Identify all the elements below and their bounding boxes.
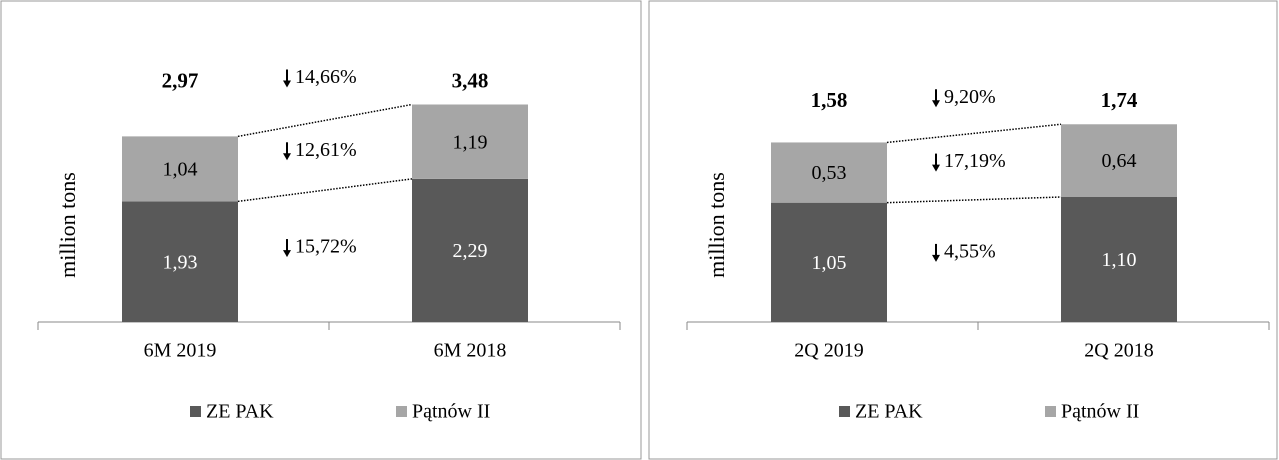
- change-label: 12,61%: [295, 139, 357, 161]
- total-label: 2,97: [162, 68, 199, 92]
- bar-segment: [771, 202, 887, 322]
- y-axis-label: million tons: [55, 172, 80, 278]
- panel-border: [648, 0, 1278, 460]
- bar-segment: [412, 104, 528, 179]
- y-axis-label: million tons: [704, 172, 729, 278]
- arrow-icon: [932, 100, 940, 108]
- x-tick-label: 6M 2018: [434, 340, 507, 362]
- x-tick-label: 6M 2019: [144, 340, 217, 362]
- total-label: 3,48: [452, 68, 489, 92]
- legend-swatch: [1045, 406, 1056, 417]
- legend-swatch: [396, 406, 407, 417]
- change-label: 17,19%: [944, 150, 1006, 172]
- total-label: 1,58: [811, 88, 848, 112]
- value-label: 0,64: [1102, 150, 1137, 172]
- connector: [237, 103, 413, 138]
- arrow-icon: [932, 164, 940, 172]
- x-tick-label: 2Q 2019: [794, 340, 863, 362]
- bar-segment: [1061, 124, 1177, 197]
- legend-label: ZE PAK: [206, 401, 274, 423]
- value-label: 0,53: [812, 162, 847, 184]
- bar-segment: [771, 142, 887, 203]
- legend-label: Pątnów II: [1061, 401, 1139, 423]
- change-label: 15,72%: [295, 236, 357, 258]
- value-label: 2,29: [453, 240, 488, 262]
- bar-segment: [412, 178, 528, 322]
- legend-swatch: [190, 406, 201, 417]
- total-label: 1,74: [1101, 88, 1138, 112]
- arrow-icon: [283, 250, 291, 258]
- legend-swatch: [839, 406, 850, 417]
- panel-border: [0, 0, 642, 460]
- legend-label: Pątnów II: [412, 401, 490, 423]
- value-label: 1,05: [812, 252, 847, 274]
- connector: [886, 196, 1062, 204]
- connector: [237, 178, 413, 203]
- arrow-icon: [283, 80, 291, 88]
- legend-label: ZE PAK: [855, 401, 923, 423]
- value-label: 1,10: [1102, 249, 1137, 271]
- bar-segment: [1061, 197, 1177, 322]
- change-label: 14,66%: [295, 66, 357, 88]
- connector: [886, 123, 1062, 144]
- bar-segment: [122, 201, 238, 322]
- value-label: 1,19: [453, 131, 488, 153]
- value-label: 1,93: [163, 251, 198, 273]
- x-tick-label: 2Q 2018: [1084, 340, 1153, 362]
- arrow-icon: [283, 153, 291, 161]
- value-label: 1,04: [163, 158, 198, 180]
- change-label: 4,55%: [944, 241, 996, 263]
- change-label: 9,20%: [944, 86, 996, 108]
- arrow-icon: [932, 254, 940, 262]
- bar-segment: [122, 136, 238, 202]
